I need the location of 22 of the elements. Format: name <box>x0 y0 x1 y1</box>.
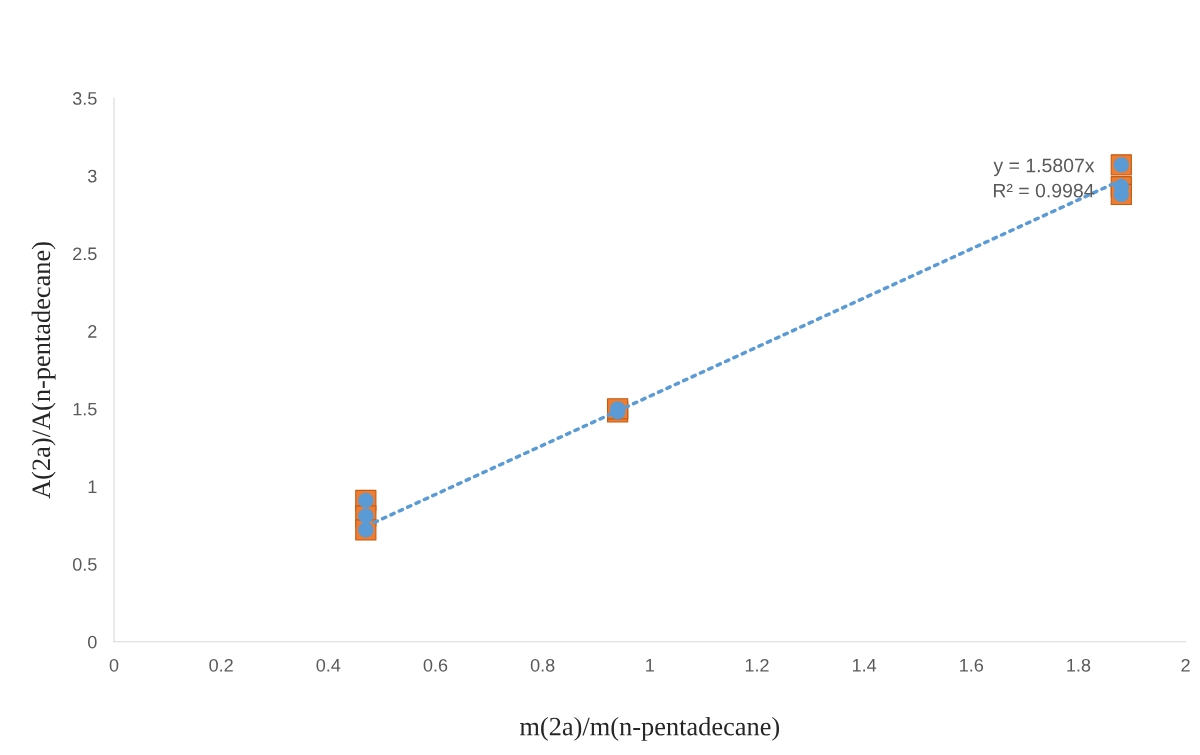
x-tick-label: 0 <box>109 658 119 672</box>
x-tick-label: 1.6 <box>960 658 984 672</box>
y-tick-label: 1 <box>88 480 97 493</box>
x-tick-label: 0.8 <box>530 658 555 672</box>
annotation: y = 1.5807x R² = 0.9984 <box>993 158 1095 198</box>
x-tick-label: 1.4 <box>852 659 877 672</box>
y-tick-label: 0.5 <box>72 558 97 571</box>
x-tick-label: 2 <box>1181 658 1190 672</box>
x-tick-label: 0.2 <box>209 658 233 672</box>
x-axis-title: m(2a)/m(n-pentadecane) <box>519 716 780 741</box>
x-tick-label: 1 <box>646 659 654 672</box>
y-tick-label: 2.5 <box>73 247 97 261</box>
y-axis-title: A(2a)/A(n-pentadecane) <box>31 242 56 499</box>
x-tick-label: 0.4 <box>316 658 341 672</box>
x-tick-label: 1.8 <box>1067 658 1091 672</box>
y-tick-label: 1.5 <box>73 402 97 416</box>
y-tick-label: 3 <box>87 169 97 183</box>
y-tick-label: 3.5 <box>72 92 97 105</box>
x-tick-label: 1.2 <box>745 658 769 672</box>
y-tick-label: 2 <box>88 325 97 338</box>
y-tick-label: 0 <box>88 635 97 649</box>
x-tick-label: 0.6 <box>423 658 448 672</box>
